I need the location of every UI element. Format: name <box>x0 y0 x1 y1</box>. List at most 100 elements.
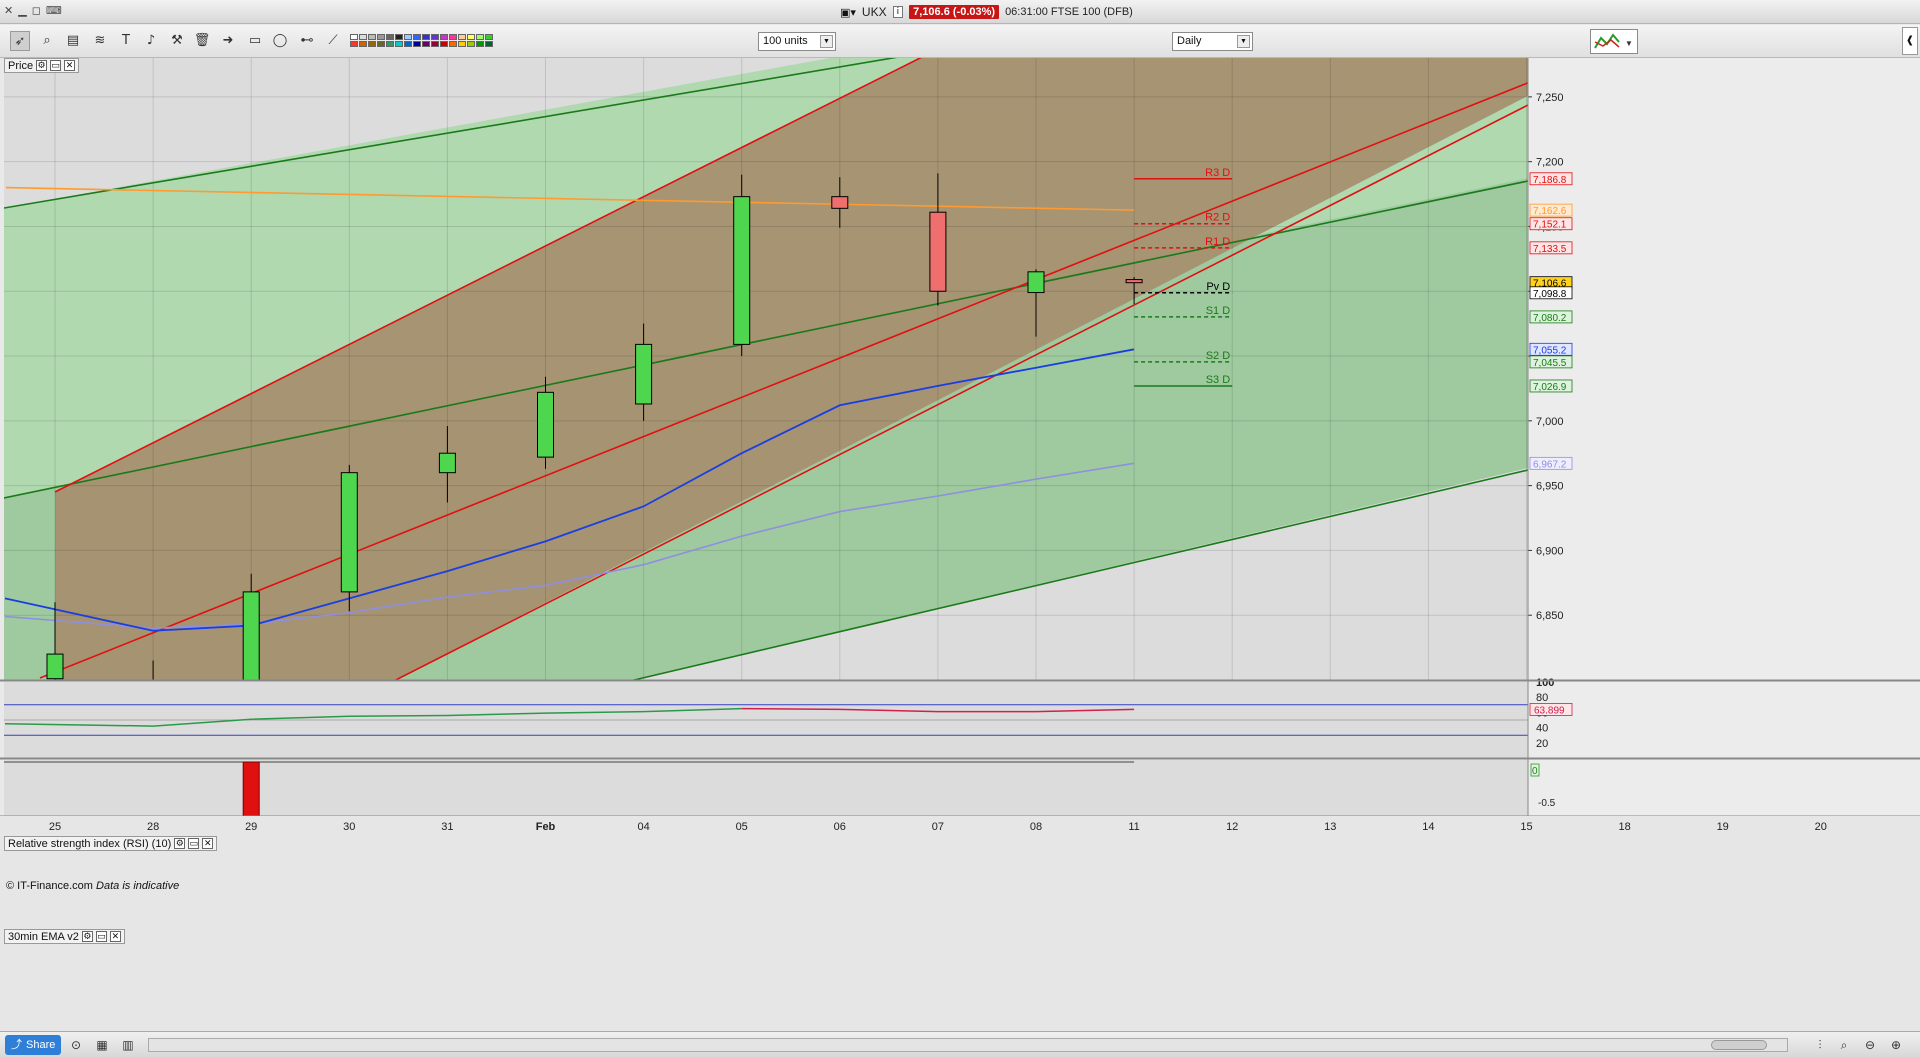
swatch[interactable] <box>467 41 475 47</box>
swatch[interactable] <box>413 34 421 40</box>
zoom-out-icon[interactable]: ⊖ <box>1864 1038 1876 1052</box>
chart-type-button[interactable]: ▼ <box>1590 29 1638 54</box>
chart-svg[interactable]: R3 D R2 D R1 D Pv D S1 D S2 D S3 D 7,250 7,200 7,… <box>0 58 1920 1031</box>
price-plot-group: R3 D R2 D R1 D Pv D S1 D S2 D S3 D <box>4 58 1528 680</box>
candle-bull <box>635 343 653 405</box>
link-icon[interactable]: ⊙ <box>70 1038 82 1052</box>
grid-icon[interactable]: ▦ <box>96 1038 108 1052</box>
swatch[interactable] <box>377 41 385 47</box>
swatch[interactable] <box>395 41 403 47</box>
rsi-line-red <box>741 707 1135 713</box>
swatch[interactable] <box>350 34 358 40</box>
x-tick-label: 12 <box>1226 821 1238 833</box>
swatch[interactable] <box>386 34 394 40</box>
swatch[interactable] <box>440 41 448 47</box>
swatch[interactable] <box>368 41 376 47</box>
price-tag-box <box>1529 342 1573 356</box>
candle-bull <box>340 472 358 593</box>
zoom-fit-icon[interactable]: ⌕ <box>1840 1038 1848 1052</box>
swatch[interactable] <box>485 41 493 47</box>
candle-bull <box>46 653 64 680</box>
rsi-line-green <box>4 707 742 727</box>
swatch[interactable] <box>377 34 385 40</box>
x-tick-label: 28 <box>147 821 159 833</box>
x-tick-label: 06 <box>834 821 846 833</box>
price-tag-label: 7,152.1 <box>1533 220 1567 231</box>
window-icon[interactable]: ▭ <box>50 60 62 71</box>
swatch[interactable] <box>422 41 430 47</box>
swatch[interactable] <box>476 34 484 40</box>
swatch[interactable] <box>449 41 457 47</box>
swatch[interactable] <box>458 41 466 47</box>
timeframe-select[interactable]: Daily ▼ <box>1172 32 1253 51</box>
swatch[interactable] <box>485 34 493 40</box>
swatch[interactable] <box>368 34 376 40</box>
swatch[interactable] <box>359 41 367 47</box>
trash-icon[interactable]: 🗑 <box>193 33 211 48</box>
arrow-right-icon[interactable]: ➜ <box>222 33 234 48</box>
swatch[interactable] <box>350 41 358 47</box>
layout-icon[interactable]: ▥ <box>122 1038 134 1052</box>
color-swatches <box>350 34 493 47</box>
wrench-icon[interactable]: ⚙ <box>36 60 48 71</box>
swatch[interactable] <box>440 34 448 40</box>
ellipse-tool-icon[interactable]: ◯ <box>272 33 288 48</box>
chevron-down-icon: ▼ <box>820 35 833 48</box>
instrument-icon[interactable]: ▣▾ <box>840 5 856 19</box>
info-icon[interactable]: i <box>892 6 904 18</box>
wrench-icon[interactable]: ⚙ <box>174 838 186 849</box>
bottom-bar: ⤴ Share ⊙ ▦ ▥ ⫶ ⌕ ⊖ ⊕ <box>0 1031 1920 1057</box>
rsi-last-box <box>1529 703 1573 716</box>
candle-bear <box>929 211 947 292</box>
swatch[interactable] <box>404 34 412 40</box>
y-tick-label: 7,200 <box>1536 157 1564 169</box>
window-icon[interactable]: ▭ <box>95 931 107 942</box>
share-button[interactable]: ⤴ Share <box>5 1035 62 1055</box>
horizontal-scrollbar[interactable] <box>148 1038 1788 1052</box>
text-tool-icon[interactable]: T <box>122 33 130 48</box>
trendline-tool-icon[interactable]: ⟋ <box>328 33 338 48</box>
swatch[interactable] <box>458 34 466 40</box>
units-select[interactable]: 100 units ▼ <box>758 32 836 51</box>
maximize-window-icon[interactable]: ◻ <box>31 4 41 17</box>
zoom-in-icon[interactable]: ⊕ <box>1890 1038 1902 1052</box>
swatch[interactable] <box>395 34 403 40</box>
price-tag-label: 7,055.2 <box>1533 345 1567 356</box>
price-tag-box <box>1529 203 1573 217</box>
wrench-icon[interactable]: ⚙ <box>81 931 93 942</box>
rsi-panel-label: Relative strength index (RSI) (10) ⚙ ▭ ✕ <box>4 836 218 851</box>
ema-blue-line <box>4 348 1135 632</box>
minimize-window-icon[interactable]: ▁ <box>18 4 27 17</box>
close-panel-icon[interactable]: ✕ <box>64 60 76 71</box>
chart-type-small-icon[interactable]: ⫶ <box>1818 1038 1822 1052</box>
alert-bell-icon[interactable]: ♪ <box>146 33 156 48</box>
side-panel-tab-icon[interactable]: ❰ <box>1902 27 1918 55</box>
rectangle-tool-icon[interactable]: ▭ <box>248 33 262 48</box>
swatch[interactable] <box>413 41 421 47</box>
close-panel-icon[interactable]: ✕ <box>109 931 121 942</box>
swatch[interactable] <box>431 34 439 40</box>
swatch[interactable] <box>359 34 367 40</box>
zoom-tool-icon[interactable]: ⌕ <box>43 33 51 48</box>
drawing-toolbar: ➶ ⌕ ▤ ≋ T ♪ ⚒ 🗑 ➜ ▭ ◯ ⊷ ⟋ <box>0 25 1920 58</box>
keyboard-icon[interactable]: ⌨ <box>45 4 62 17</box>
hline-tool-icon[interactable]: ⊷ <box>300 33 314 48</box>
swatch[interactable] <box>404 41 412 47</box>
swatch[interactable] <box>467 34 475 40</box>
pointer-tool-icon[interactable]: ➶ <box>10 31 30 51</box>
swatch[interactable] <box>386 41 394 47</box>
candle-bull <box>733 196 751 345</box>
close-window-icon[interactable]: ✕ <box>4 4 14 17</box>
swatch[interactable] <box>422 34 430 40</box>
swatch[interactable] <box>449 34 457 40</box>
instrument-symbol[interactable]: UKX <box>861 5 887 19</box>
window-icon[interactable]: ▭ <box>188 838 200 849</box>
scrollbar-thumb[interactable] <box>1711 1040 1767 1050</box>
fib-fan-tool-icon[interactable]: ≋ <box>94 33 106 48</box>
ema-panel-label: 30min EMA v2 ⚙ ▭ ✕ <box>4 929 125 944</box>
fib-tool-icon[interactable]: ▤ <box>66 33 80 48</box>
hammer-tool-icon[interactable]: ⚒ <box>171 33 183 48</box>
close-panel-icon[interactable]: ✕ <box>202 838 214 849</box>
swatch[interactable] <box>476 41 484 47</box>
swatch[interactable] <box>431 41 439 47</box>
